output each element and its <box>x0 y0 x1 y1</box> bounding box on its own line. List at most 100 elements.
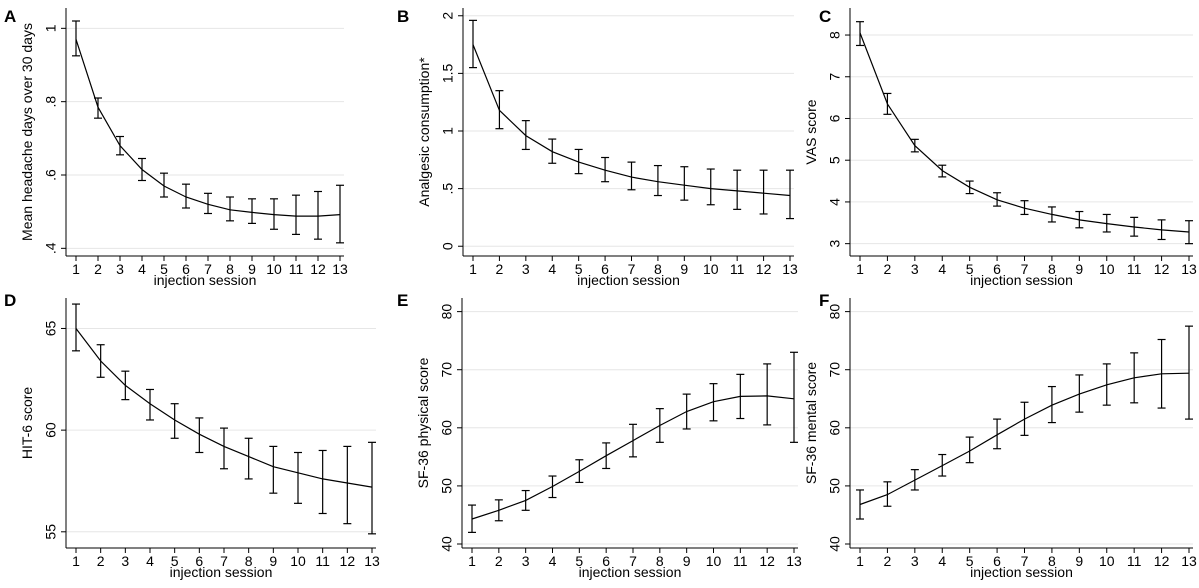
x-tick-label-b: 4 <box>548 261 556 277</box>
y-tick-label-a: .4 <box>43 242 59 254</box>
panel-letter-d: D <box>4 291 16 310</box>
x-tick-label-e: 7 <box>629 553 637 569</box>
x-tick-label-e: 9 <box>683 553 691 569</box>
x-tick-label-b: 13 <box>782 261 798 277</box>
x-tick-label-b: 12 <box>756 261 772 277</box>
panel-letter-a: A <box>4 7 16 26</box>
y-tick-label-a: 1 <box>43 24 59 32</box>
x-tick-label-d: 8 <box>245 553 253 569</box>
series-line-f <box>859 372 1190 506</box>
x-tick-label-c: 8 <box>1048 261 1056 277</box>
x-tick-label-a: 6 <box>182 261 190 277</box>
x-tick-label-c: 11 <box>1127 261 1142 277</box>
y-tick-label-c: 8 <box>827 31 843 39</box>
x-tick-label-a: 3 <box>116 261 124 277</box>
x-tick-label-f: 8 <box>1048 553 1056 569</box>
y-axis-title-b: Analgesic consumption* <box>416 57 432 207</box>
panel-letter-f: F <box>819 291 829 310</box>
x-axis-title-d: injection session <box>170 564 273 580</box>
x-axis-title-f: injection session <box>970 564 1073 580</box>
x-tick-label-c: 4 <box>938 261 946 277</box>
x-tick-label-e: 8 <box>656 553 664 569</box>
panel-letter-b: B <box>397 7 409 26</box>
y-axis-title-d: HIT-6 score <box>19 387 35 460</box>
x-tick-label-f: 9 <box>1075 553 1083 569</box>
y-tick-label-f: 70 <box>827 362 843 378</box>
x-tick-label-f: 4 <box>938 553 946 569</box>
y-tick-label-f: 80 <box>827 304 843 320</box>
y-axis-title-e: SF-36 physical score <box>415 357 431 488</box>
y-tick-label-b: 2 <box>440 12 456 20</box>
y-tick-label-b: 1 <box>440 127 456 135</box>
x-tick-label-e: 3 <box>522 553 530 569</box>
x-tick-label-a: 1 <box>72 261 80 277</box>
x-tick-label-e: 6 <box>602 553 610 569</box>
y-tick-label-e: 40 <box>439 536 455 552</box>
x-tick-label-c: 1 <box>856 261 864 277</box>
x-tick-label-d: 10 <box>290 553 306 569</box>
x-axis-title-e: injection session <box>579 564 682 580</box>
x-tick-label-d: 9 <box>269 553 277 569</box>
x-tick-label-d: 5 <box>171 553 179 569</box>
x-tick-label-a: 13 <box>332 261 348 277</box>
x-tick-label-c: 5 <box>966 261 974 277</box>
x-tick-label-b: 11 <box>730 261 745 277</box>
x-tick-label-e: 10 <box>706 553 722 569</box>
x-tick-label-f: 1 <box>856 553 864 569</box>
x-axis-title-b: injection session <box>577 272 680 288</box>
y-tick-label-e: 60 <box>439 420 455 436</box>
x-tick-label-c: 12 <box>1154 261 1170 277</box>
y-tick-label-c: 6 <box>827 114 843 122</box>
y-axis-title-a: Mean headache days over 30 days <box>19 23 35 241</box>
y-tick-label-f: 60 <box>827 420 843 436</box>
x-tick-label-c: 3 <box>911 261 919 277</box>
x-tick-label-d: 7 <box>220 553 228 569</box>
x-tick-label-f: 12 <box>1154 553 1170 569</box>
x-tick-label-e: 13 <box>786 553 802 569</box>
y-tick-label-e: 70 <box>439 362 455 378</box>
y-tick-label-f: 40 <box>827 536 843 552</box>
x-tick-label-f: 3 <box>911 553 919 569</box>
y-tick-label-d: 65 <box>43 320 59 336</box>
x-tick-label-b: 3 <box>522 261 530 277</box>
x-tick-label-a: 2 <box>94 261 102 277</box>
x-tick-label-d: 12 <box>340 553 356 569</box>
x-tick-label-a: 12 <box>310 261 326 277</box>
x-tick-label-d: 11 <box>315 553 330 569</box>
x-tick-label-b: 10 <box>703 261 719 277</box>
y-tick-label-e: 50 <box>439 478 455 494</box>
x-tick-label-f: 7 <box>1021 553 1029 569</box>
x-tick-label-f: 6 <box>993 553 1001 569</box>
x-tick-label-c: 6 <box>993 261 1001 277</box>
x-tick-label-e: 1 <box>468 553 476 569</box>
x-tick-label-a: 11 <box>289 261 304 277</box>
x-tick-label-e: 11 <box>733 553 748 569</box>
y-tick-label-c: 7 <box>827 73 843 81</box>
x-tick-label-b: 5 <box>575 261 583 277</box>
x-tick-label-d: 3 <box>121 553 129 569</box>
x-tick-label-f: 13 <box>1181 553 1197 569</box>
x-tick-label-e: 2 <box>495 553 503 569</box>
x-tick-label-a: 9 <box>248 261 256 277</box>
x-tick-label-f: 5 <box>966 553 974 569</box>
x-tick-label-b: 9 <box>680 261 688 277</box>
x-tick-label-c: 10 <box>1099 261 1115 277</box>
x-tick-label-b: 8 <box>654 261 662 277</box>
y-tick-label-c: 3 <box>827 240 843 248</box>
x-tick-label-b: 2 <box>496 261 504 277</box>
x-tick-label-c: 7 <box>1021 261 1029 277</box>
x-tick-label-a: 5 <box>160 261 168 277</box>
y-tick-label-d: 60 <box>43 422 59 438</box>
y-tick-label-d: 55 <box>43 524 59 540</box>
x-tick-label-b: 7 <box>628 261 636 277</box>
x-tick-label-d: 1 <box>72 553 80 569</box>
x-tick-label-b: 6 <box>601 261 609 277</box>
y-tick-label-a: .6 <box>43 169 59 181</box>
y-tick-label-b: .5 <box>440 183 456 195</box>
series-line-a <box>75 39 341 217</box>
x-tick-label-c: 9 <box>1075 261 1083 277</box>
